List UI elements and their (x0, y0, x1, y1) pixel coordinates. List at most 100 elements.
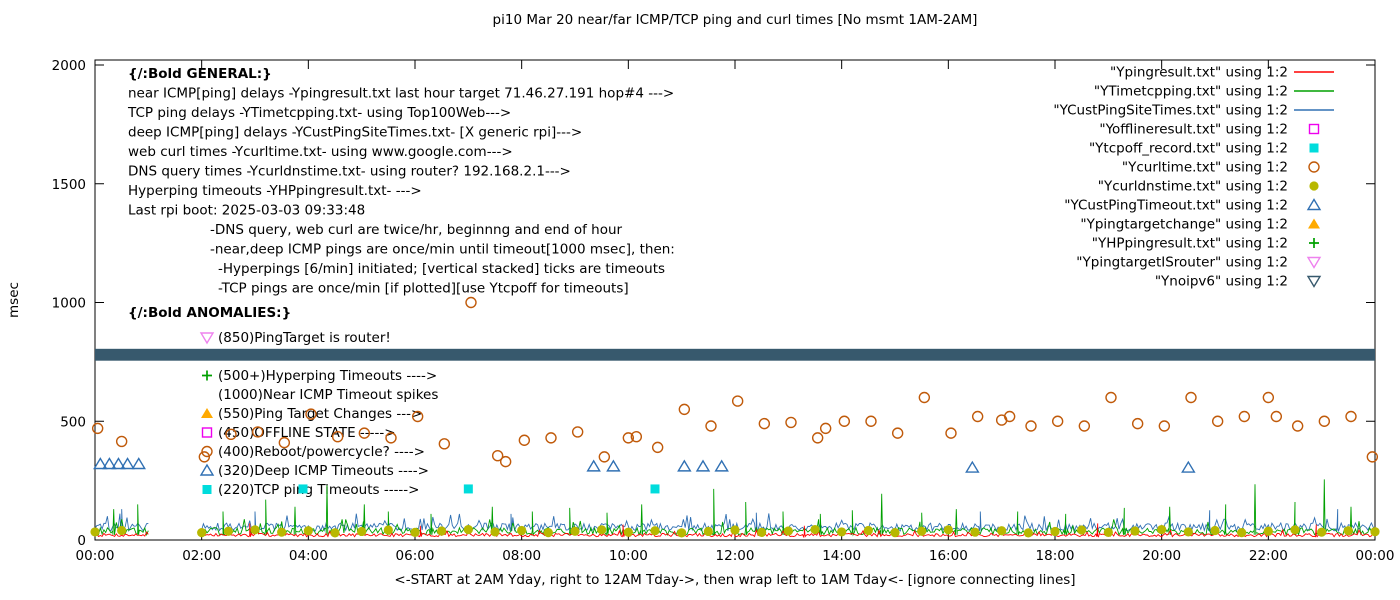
data-point-Ycurldnstime.txt (1183, 527, 1193, 537)
legend: "Ypingresult.txt" using 1:2 "YTimetcpping… (1053, 65, 1334, 290)
data-point-Ycurldnstime.txt (677, 528, 687, 538)
data-point-Ycurldnstime.txt (1050, 526, 1060, 537)
data-point-YCustPingTimeout.txt (111, 457, 126, 470)
legend-label: "YCustPingTimeout.txt" using 1:2 (1064, 198, 1288, 214)
data-point-Ycurltime.txt (1366, 451, 1379, 463)
data-point-Ycurldnstime.txt (1023, 528, 1033, 538)
data-point-Ycurltime.txt (225, 428, 237, 441)
data-point-Ycurldnstime.txt (410, 527, 420, 538)
data-point-Ycurldnstime.txt (197, 528, 207, 538)
data-point-Ycurltime.txt (1270, 410, 1283, 423)
data-point-YCustPingTimeout.txt (93, 457, 108, 470)
legend-label: "YpingtargetISrouter" using 1:2 (1076, 255, 1288, 271)
triangle-down-icon (199, 332, 215, 345)
data-point-Ycurltime.txt (1318, 415, 1331, 427)
data-point-Ycurltime.txt (865, 415, 877, 427)
triangle-up-icon (199, 463, 215, 476)
data-point-Ycurltime.txt (731, 395, 744, 407)
general-note-line: {/:Bold GENERAL:} (128, 66, 272, 82)
noipv6-band (95, 348, 1375, 361)
data-point-Ycurldnstime.txt (863, 525, 873, 536)
data-point-Ycurldnstime.txt (383, 525, 393, 535)
data-point-Ycurldnstime.txt (90, 527, 100, 537)
data-point-YCustPingTimeout.txt (677, 459, 692, 472)
plus-icon (202, 370, 212, 381)
data-point-YCustPingTimeout.txt (102, 457, 117, 470)
series-line-YTimetcpping.txt (94, 504, 149, 537)
data-point-Ycurldnstime.txt (1290, 525, 1300, 535)
legend-marker (1308, 218, 1320, 229)
general-note-line: web curl times -Ycurltime.txt- using www… (128, 144, 513, 160)
data-point-Ycurltime.txt (630, 430, 643, 443)
data-point-Ycurldnstime.txt (757, 527, 767, 538)
x-tick-label: 00:00 (76, 548, 115, 564)
data-point-Ycurltime.txt (198, 451, 211, 463)
data-point-Ycurltime.txt (411, 410, 424, 423)
data-point-YCustPingTimeout.txt (131, 457, 146, 470)
data-point-Ycurltime.txt (385, 432, 397, 444)
data-point-Ycurltime.txt (785, 416, 797, 429)
y-tick-label: 2000 (52, 58, 86, 74)
circle-icon (201, 445, 213, 458)
data-point-Ycurltime.txt (1238, 410, 1251, 423)
data-point-Ycurldnstime.txt (597, 525, 607, 535)
data-point-Ycurltime.txt (545, 432, 557, 444)
x-tick-label: 18:00 (1036, 548, 1075, 564)
anomaly-note-line: (400)Reboot/powercycle? ----> (218, 444, 425, 460)
data-point-Ycurldnstime.txt (623, 527, 633, 537)
data-point-Ycurltime.txt (1262, 391, 1275, 404)
data-point-Ycurltime.txt (1131, 417, 1144, 430)
legend-marker (1309, 143, 1319, 153)
annotations: {/:Bold GENERAL:} near ICMP[ping] delays … (127, 66, 675, 498)
plot-area: 0 500 1000 1500 2000 00:00 02:00 04:00 06:00 08:0… (52, 58, 1395, 564)
data-point-YCustPingTimeout.txt (120, 457, 135, 470)
data-point-Ycurltime.txt (571, 426, 584, 438)
data-point-Ycurltime.txt (1158, 420, 1171, 432)
data-point-Ycurldnstime.txt (997, 526, 1007, 536)
data-point-Ycurltime.txt (465, 296, 477, 309)
anomaly-note-line: (1000)Near ICMP Timeout spikes (218, 387, 438, 403)
y-tick-label: 1500 (52, 177, 86, 193)
legend-marker (1308, 161, 1320, 173)
legend-label: "YTimetcpping.txt" using 1:2 (1094, 84, 1288, 100)
legend-label: "Yofflineresult.txt" using 1:2 (1099, 122, 1288, 138)
data-point-Ycurltime.txt (811, 432, 824, 444)
data-point-Ycurltime.txt (331, 430, 344, 443)
legend-label: "Ypingresult.txt" using 1:2 (1110, 65, 1288, 81)
data-point-Ytcpoff_record.txt (650, 484, 660, 494)
data-point-Ycurltime.txt (838, 415, 851, 427)
data-point-Ycurldnstime.txt (543, 528, 553, 538)
data-point-Ycurldnstime.txt (943, 525, 953, 535)
data-point-Ycurldnstime.txt (517, 525, 527, 536)
y-tick-label: 1000 (52, 296, 86, 312)
data-point-Ycurltime.txt (1291, 420, 1304, 432)
x-tick-label: 22:00 (1249, 548, 1288, 564)
legend-label: "Ynoipv6" using 1:2 (1155, 274, 1288, 290)
x-tick-label: 16:00 (929, 548, 968, 564)
general-note-line: -DNS query, web curl are twice/hr, begin… (210, 222, 623, 238)
data-point-Ycurldnstime.txt (1263, 526, 1273, 536)
general-note-line: TCP ping delays -YTimetcpping.txt- using… (127, 105, 511, 121)
data-point-Ycurltime.txt (91, 422, 104, 435)
anomaly-note-line: (550)Ping Target Changes ---> (218, 406, 422, 422)
anomalies-title: {/:Bold ANOMALIES:} (128, 305, 291, 321)
x-tick-label: 12:00 (716, 548, 755, 564)
x-tick-label: 00:00 (1356, 548, 1395, 564)
data-point-Ycurldnstime.txt (1343, 526, 1353, 536)
data-point-Ycurldnstime.txt (277, 527, 287, 537)
data-point-Ycurldnstime.txt (250, 525, 260, 535)
legend-label: "YCustPingSiteTimes.txt" using 1:2 (1053, 103, 1288, 119)
data-point-YCustPingTimeout.txt (695, 459, 711, 472)
x-tick-label: 02:00 (182, 548, 221, 564)
data-point-Ycurldnstime.txt (570, 526, 580, 536)
data-point-Ycurldnstime.txt (783, 526, 793, 536)
data-point-Ycurldnstime.txt (703, 526, 713, 537)
chart-title: pi10 Mar 20 near/far ICMP/TCP ping and c… (493, 12, 978, 28)
x-tick-label: 06:00 (396, 548, 435, 564)
data-point-Ycurltime.txt (622, 432, 635, 444)
x-axis-label: <-START at 2AM Yday, right to 12AM Tday-… (394, 572, 1075, 588)
x-tick-label: 10:00 (609, 548, 648, 564)
anomaly-note-line: (850)PingTarget is router! (218, 330, 391, 346)
general-note-line: -near,deep ICMP pings are once/min until… (210, 242, 675, 258)
anomaly-note-line: (220)TCP ping Timeouts -----> (218, 482, 420, 498)
